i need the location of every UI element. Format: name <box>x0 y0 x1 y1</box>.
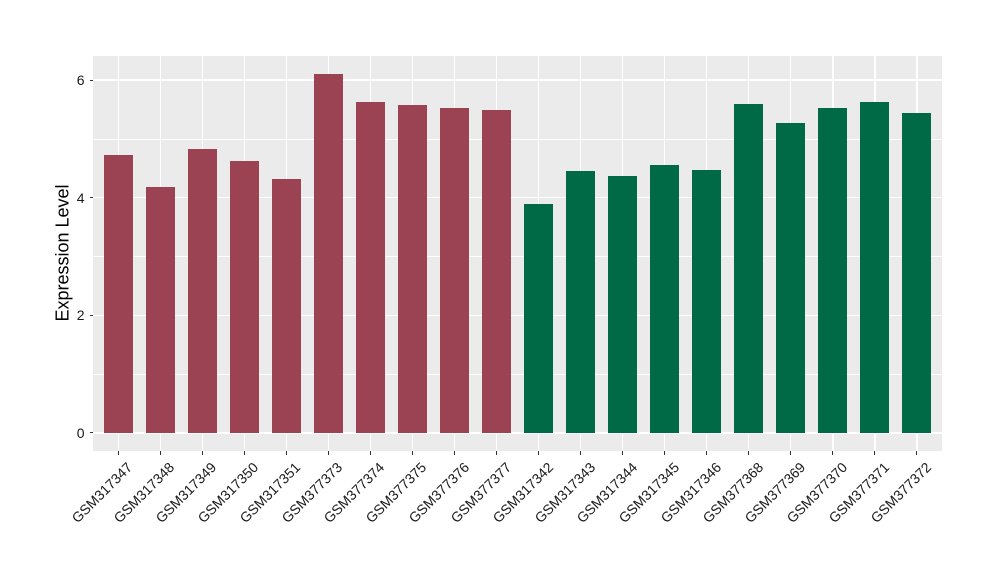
y-tick-label: 4 <box>76 189 85 206</box>
x-tick-mark <box>790 451 792 455</box>
bar-GSM317346 <box>691 170 722 433</box>
bar-GSM317345 <box>649 165 680 433</box>
major-gridline <box>93 196 942 199</box>
x-tick-mark <box>916 451 918 455</box>
major-gridline <box>93 432 942 434</box>
x-tick-mark <box>454 451 455 455</box>
bar-GSM377375 <box>397 105 428 433</box>
y-tick-mark <box>89 432 93 434</box>
x-tick-mark <box>159 451 161 455</box>
bar-GSM377373 <box>313 74 344 433</box>
x-tick-mark <box>369 451 371 455</box>
y-tick-mark <box>89 197 93 199</box>
bar-GSM317351 <box>271 179 301 433</box>
bar-GSM317343 <box>565 170 596 433</box>
x-tick-mark <box>580 451 581 455</box>
minor-gridline <box>93 138 942 140</box>
bar-GSM377368 <box>734 103 764 433</box>
minor-gridline <box>93 256 942 257</box>
bar-GSM317350 <box>229 160 259 433</box>
bar-GSM377374 <box>355 102 386 433</box>
x-tick-mark <box>664 451 666 455</box>
x-tick-mark <box>832 451 834 455</box>
bar-GSM377369 <box>776 123 806 433</box>
bar-GSM377377 <box>481 110 512 433</box>
bar-GSM317347 <box>103 154 133 433</box>
x-tick-mark <box>538 451 539 455</box>
x-tick-mark <box>496 451 497 455</box>
major-gridline <box>93 314 942 316</box>
bar-GSM377370 <box>818 108 848 433</box>
y-tick-label: 0 <box>76 424 85 441</box>
x-tick-mark <box>622 451 624 455</box>
minor-gridline <box>93 373 942 375</box>
bar-GSM317342 <box>523 203 554 433</box>
x-tick-mark <box>117 451 119 455</box>
x-tick-mark <box>748 451 750 455</box>
x-tick-mark <box>706 451 708 455</box>
major-gridline <box>93 79 942 81</box>
x-tick-mark <box>243 451 245 455</box>
bar-GSM317344 <box>607 175 638 433</box>
x-tick-mark <box>327 451 329 455</box>
x-tick-mark <box>411 451 413 455</box>
bar-GSM377372 <box>902 113 932 433</box>
x-tick-mark <box>285 451 287 455</box>
y-tick-label: 2 <box>76 307 85 324</box>
bar-GSM317349 <box>187 148 217 433</box>
bar-GSM377376 <box>439 107 470 433</box>
y-tick-mark <box>89 79 93 81</box>
bar-GSM317348 <box>145 187 175 433</box>
bar-GSM377371 <box>860 102 890 433</box>
x-tick-mark <box>201 451 203 455</box>
chart-panel <box>93 56 942 451</box>
y-tick-label: 6 <box>76 72 85 89</box>
x-tick-mark <box>874 451 876 455</box>
y-tick-mark <box>89 314 93 316</box>
